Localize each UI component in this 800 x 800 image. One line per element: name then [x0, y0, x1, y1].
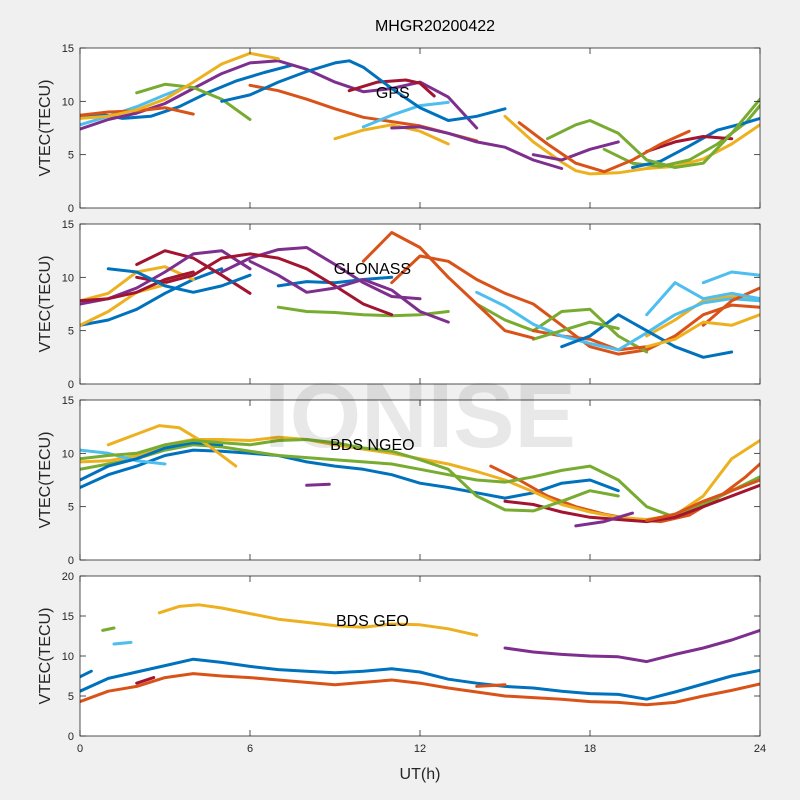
- plot-area-2: [80, 400, 760, 560]
- series-line: [220, 59, 507, 122]
- series-line: [80, 441, 224, 482]
- series-line: [106, 267, 252, 294]
- series-line: [503, 628, 760, 664]
- y-tick-label: 5: [68, 691, 74, 703]
- panel-label: GLONASS: [334, 261, 411, 278]
- panel-3: 0 5 10 15 20 0 6 12 18 24 VTEC(TECU) BDS GEO: [37, 571, 766, 755]
- series-line: [560, 313, 734, 359]
- series-line: [80, 448, 167, 466]
- y-tick-label: 5: [68, 502, 74, 514]
- panel-label: BDS GEO: [336, 613, 409, 630]
- series-line: [475, 302, 649, 354]
- y-axis-label: VTEC(TECU): [37, 608, 54, 705]
- series-line: [157, 603, 479, 637]
- x-tick-label: 6: [247, 743, 253, 755]
- panels-group: 0 5 10 15 VTEC(TECU) GPS 0 5 10 15 VTEC(TECU) GLONA…: [37, 43, 766, 755]
- x-tick-label: 12: [414, 743, 426, 755]
- series-line: [80, 267, 224, 327]
- series-line: [645, 281, 760, 317]
- watermark: IONISE: [264, 365, 576, 467]
- y-tick-label: 10: [62, 651, 74, 663]
- series-line: [112, 640, 133, 646]
- series-line: [361, 100, 450, 129]
- chart-title: MHGR20200422: [375, 18, 495, 35]
- series-line: [390, 125, 564, 170]
- series-line: [276, 275, 394, 288]
- panel-label: BDS NGEO: [330, 437, 414, 454]
- y-tick-label: 10: [62, 96, 74, 108]
- y-tick-label: 0: [68, 555, 74, 567]
- series-line: [503, 483, 760, 524]
- y-tick-label: 20: [62, 571, 74, 583]
- series-line: [135, 676, 156, 685]
- y-tick-label: 10: [62, 272, 74, 284]
- series-line: [701, 270, 760, 285]
- series-line: [645, 135, 734, 153]
- series-line: [80, 672, 760, 707]
- series-line: [106, 424, 238, 468]
- series-group-1: [80, 231, 760, 359]
- series-line: [80, 270, 195, 303]
- y-tick-label: 0: [68, 731, 74, 743]
- series-line: [80, 657, 760, 701]
- series-line: [248, 259, 450, 324]
- series-line: [645, 313, 760, 349]
- series-line: [80, 84, 190, 127]
- y-tick-label: 15: [62, 611, 74, 623]
- series-line: [135, 82, 252, 121]
- series-line: [220, 246, 422, 301]
- series-line: [361, 231, 535, 340]
- series-line: [701, 286, 760, 327]
- y-tick-label: 5: [68, 326, 74, 338]
- x-tick-label: 24: [754, 743, 766, 755]
- panel-label: GPS: [376, 85, 410, 102]
- series-line: [517, 121, 691, 174]
- series-line: [135, 252, 394, 317]
- series-line: [333, 123, 450, 146]
- series-line: [305, 482, 331, 487]
- series-group-2: [80, 424, 760, 528]
- y-tick-label: 0: [68, 379, 74, 391]
- series-line: [80, 669, 93, 679]
- x-tick-label: 0: [77, 743, 83, 755]
- panel-0: 0 5 10 15 VTEC(TECU) GPS: [37, 43, 761, 215]
- series-line: [276, 305, 450, 318]
- y-tick-label: 5: [68, 150, 74, 162]
- series-line: [546, 97, 760, 169]
- y-axis-label: VTEC(TECU): [37, 432, 54, 529]
- series-line: [531, 140, 620, 162]
- series-line: [80, 438, 620, 513]
- series-line: [347, 78, 436, 98]
- series-line: [101, 626, 116, 632]
- y-tick-label: 15: [62, 43, 74, 55]
- series-line: [475, 290, 760, 352]
- y-axis-label: VTEC(TECU): [37, 256, 54, 353]
- y-tick-label: 15: [62, 219, 74, 231]
- x-tick-label: 18: [584, 743, 596, 755]
- series-line: [475, 683, 507, 688]
- panel-2: 0 5 10 15 VTEC(TECU) BDS NGEO: [37, 395, 761, 567]
- series-line: [645, 478, 760, 522]
- x-axis-label: UT(h): [400, 766, 441, 783]
- series-line: [80, 283, 167, 327]
- series-group-3: [80, 603, 760, 707]
- y-axis-label: VTEC(TECU): [37, 80, 54, 177]
- series-group-0: [80, 51, 760, 176]
- series-line: [80, 443, 760, 519]
- series-line: [531, 320, 620, 341]
- panel-1: 0 5 10 15 VTEC(TECU) GLONASS: [37, 219, 761, 391]
- plot-area-3: [80, 576, 760, 736]
- series-line: [574, 511, 634, 528]
- series-line: [80, 448, 620, 500]
- y-tick-label: 0: [68, 203, 74, 215]
- series-line: [390, 254, 760, 356]
- y-tick-label: 10: [62, 448, 74, 460]
- plot-area-1: [80, 224, 760, 384]
- y-tick-label: 15: [62, 395, 74, 407]
- series-line: [80, 51, 280, 120]
